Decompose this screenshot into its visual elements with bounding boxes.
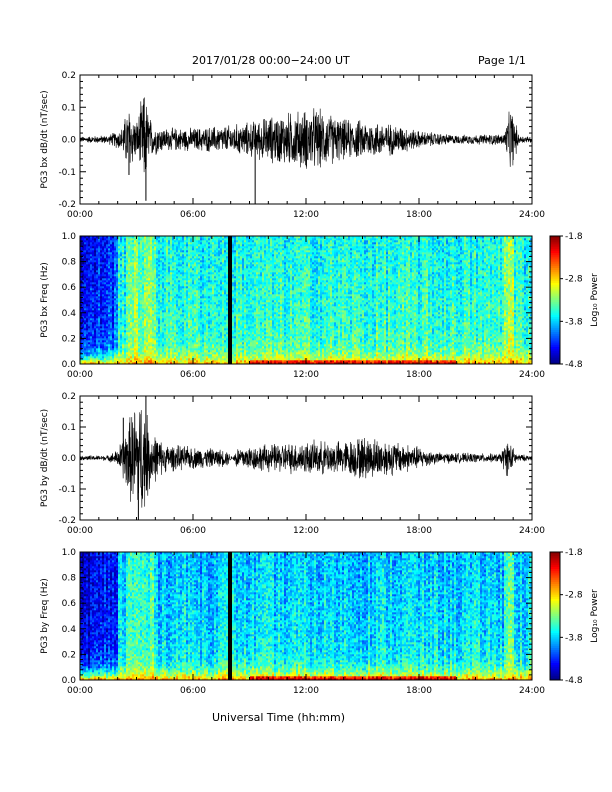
x-tick-label: 12:00 bbox=[293, 210, 319, 220]
x-tick-label: 18:00 bbox=[406, 526, 432, 536]
x-tick-label: 06:00 bbox=[180, 686, 206, 696]
x-tick-label: 00:00 bbox=[67, 370, 93, 380]
x-tick-label: 06:00 bbox=[180, 210, 206, 220]
y-tick-label: 0.2 bbox=[62, 650, 76, 660]
panel-bx-dbdt: 00:00 06:00 12:00 18:00 24:00 -0.2 -0.1 0.0 0.1 0… bbox=[40, 71, 545, 220]
y-tick-label: 0.1 bbox=[62, 423, 76, 433]
panel-by-dbdt: 00:00 06:00 12:00 18:00 24:00 -0.2 -0.1 0.0 0.1 0… bbox=[40, 392, 545, 536]
y-tick-label: -0.2 bbox=[58, 516, 76, 526]
colorbar-tick-label: -1.8 bbox=[565, 232, 583, 242]
colorbar: -1.8 -2.8 -3.8 -4.8 Log₁₀ Power bbox=[549, 548, 600, 686]
x-tick-label: 00:00 bbox=[67, 686, 93, 696]
y-tick-label: 0.1 bbox=[62, 103, 76, 113]
colorbar-label: Log₁₀ Power bbox=[590, 589, 600, 643]
colorbar-tick-label: -3.8 bbox=[565, 317, 583, 327]
colorbar-tick-label: -1.8 bbox=[565, 548, 583, 558]
x-tick-label: 18:00 bbox=[406, 370, 432, 380]
x-tick-label: 06:00 bbox=[180, 370, 206, 380]
y-tick-label: 0.2 bbox=[62, 392, 76, 402]
x-axis-label: Universal Time (hh:mm) bbox=[212, 711, 345, 724]
signal-trace bbox=[79, 410, 533, 508]
y-tick-label: 0.6 bbox=[62, 599, 77, 609]
x-tick-label: 24:00 bbox=[519, 210, 545, 220]
y-tick-label: 0.2 bbox=[62, 71, 76, 81]
spectrogram-cells bbox=[80, 236, 533, 365]
y-tick-label: 0.0 bbox=[62, 454, 77, 464]
y-axis-label: PG3 by dB/dt (nT/sec) bbox=[40, 409, 50, 507]
x-tick-label: 24:00 bbox=[519, 686, 545, 696]
y-axis-label: PG3 bx dB/dt (nT/sec) bbox=[40, 90, 50, 188]
y-tick-label: 0.0 bbox=[62, 676, 77, 686]
panel-by-spectrogram: 00:00 06:00 12:00 18:00 24:00 0.0 0.2 0.4 0.6 0.8… bbox=[40, 548, 600, 696]
y-tick-label: 0.2 bbox=[62, 334, 76, 344]
panel-bx-spectrogram: 00:00 06:00 12:00 18:00 24:00 0.0 0.2 0.4 0.6 0.8… bbox=[40, 232, 600, 380]
x-tick-label: 00:00 bbox=[67, 210, 93, 220]
page-number: Page 1/1 bbox=[478, 54, 526, 67]
x-tick-label: 12:00 bbox=[293, 370, 319, 380]
y-tick-label: 0.8 bbox=[62, 574, 77, 584]
x-tick-label: 00:00 bbox=[67, 526, 93, 536]
colorbar-tick-label: -4.8 bbox=[565, 360, 583, 370]
plot-title: 2017/01/28 00:00−24:00 UT bbox=[192, 54, 350, 67]
x-tick-label: 24:00 bbox=[519, 370, 545, 380]
y-tick-label: 0.4 bbox=[62, 309, 77, 319]
colorbar-tick-label: -4.8 bbox=[565, 676, 583, 686]
y-tick-label: -0.1 bbox=[58, 168, 76, 178]
spectrogram-cells bbox=[80, 552, 533, 681]
colorbar-tick-label: -3.8 bbox=[565, 633, 583, 643]
y-axis-label: PG3 by Freq (Hz) bbox=[40, 578, 50, 654]
y-tick-label: 0.0 bbox=[62, 360, 77, 370]
y-tick-label: -0.2 bbox=[58, 200, 76, 210]
colorbar: -1.8 -2.8 -3.8 -4.8 Log₁₀ Power bbox=[549, 232, 600, 370]
signal-trace bbox=[79, 97, 533, 173]
colorbar-tick-label: -2.8 bbox=[565, 591, 583, 601]
x-tick-label: 18:00 bbox=[406, 210, 432, 220]
y-tick-label: 0.0 bbox=[62, 136, 77, 146]
y-tick-label: 0.4 bbox=[62, 625, 77, 635]
y-tick-label: -0.1 bbox=[58, 485, 76, 495]
colorbar-label: Log₁₀ Power bbox=[590, 273, 600, 327]
y-tick-label: 0.6 bbox=[62, 283, 77, 293]
x-tick-label: 06:00 bbox=[180, 526, 206, 536]
colorbar-tick-label: -2.8 bbox=[565, 275, 583, 285]
y-tick-label: 1.0 bbox=[62, 232, 77, 242]
x-tick-label: 24:00 bbox=[519, 526, 545, 536]
x-tick-label: 12:00 bbox=[293, 686, 319, 696]
x-tick-label: 12:00 bbox=[293, 526, 319, 536]
x-tick-label: 18:00 bbox=[406, 686, 432, 696]
y-axis-label: PG3 bx Freq (Hz) bbox=[40, 262, 50, 338]
y-tick-label: 1.0 bbox=[62, 548, 77, 558]
y-tick-label: 0.8 bbox=[62, 258, 77, 268]
